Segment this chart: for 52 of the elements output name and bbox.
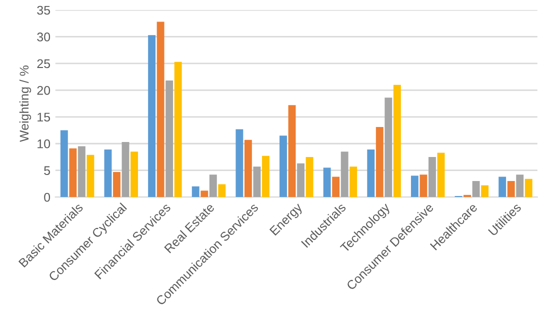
bar (192, 186, 200, 198)
y-tick-label: 35 (37, 6, 50, 15)
bar (86, 154, 94, 198)
bar (420, 174, 428, 198)
bar (464, 194, 471, 198)
bar (156, 22, 164, 198)
bar (498, 176, 506, 198)
y-tick-label: 20 (37, 86, 50, 95)
bar (218, 184, 226, 198)
bar (367, 150, 375, 198)
bar (78, 146, 86, 198)
bar (323, 168, 331, 198)
bar (524, 178, 532, 198)
bar (384, 98, 392, 198)
bar (130, 152, 138, 198)
bar (60, 130, 68, 198)
bar (288, 105, 296, 198)
bar (306, 156, 314, 198)
bar (262, 156, 270, 198)
bar (122, 142, 130, 198)
bar (472, 181, 480, 198)
bar (297, 163, 304, 198)
bar (437, 152, 445, 198)
bar (69, 148, 77, 198)
bar (253, 166, 261, 198)
bar (280, 136, 287, 198)
bar (104, 150, 112, 198)
bar (244, 140, 252, 198)
bar (113, 172, 120, 198)
y-tick-label: 5 (44, 166, 50, 175)
y-tick-label: 10 (38, 139, 50, 148)
bar (516, 174, 524, 198)
y-tick-label: 15 (38, 112, 50, 122)
bar (507, 181, 515, 198)
y-axis-title: Weighting / % (19, 66, 32, 142)
bar (236, 129, 244, 198)
bar (350, 166, 358, 198)
bar (166, 80, 174, 198)
y-tick-label: 25 (37, 59, 50, 68)
bar (428, 156, 436, 198)
bar (340, 152, 348, 198)
bar (174, 62, 182, 198)
bar (200, 190, 208, 198)
bar (332, 176, 340, 198)
y-tick-label: 30 (37, 32, 50, 42)
bar (209, 174, 217, 198)
bar (410, 176, 418, 198)
bar (393, 84, 401, 198)
bar (148, 35, 156, 198)
y-tick-label: 0 (44, 192, 50, 202)
bar (481, 185, 489, 198)
bar (376, 127, 384, 198)
